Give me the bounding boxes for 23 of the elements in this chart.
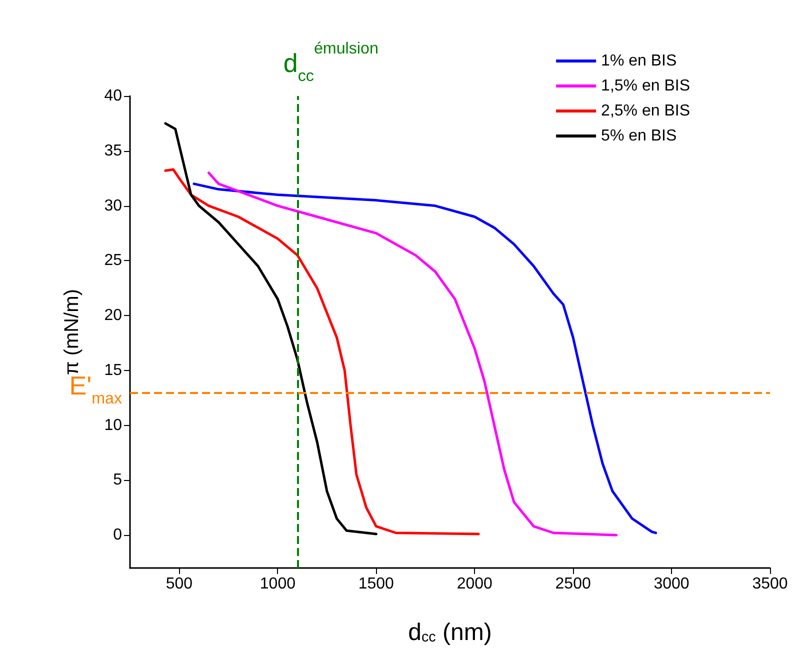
- legend-label: 5% en BIS: [601, 128, 677, 144]
- y-tick-label: 15: [104, 362, 122, 379]
- x-tick-label: 3000: [654, 576, 690, 592]
- y-tick-label: 20: [104, 307, 122, 324]
- y-tick-label: 0: [113, 526, 122, 544]
- x-tick-label: 3500: [752, 576, 788, 592]
- x-tick-label: 2000: [456, 576, 493, 592]
- legend-label: 1,5% en BIS: [601, 78, 690, 94]
- y-tick-label: 10: [104, 416, 122, 434]
- legend-label: 2,5% en BIS: [601, 102, 690, 120]
- y-tick-label: 40: [104, 88, 122, 104]
- x-tick-label: 1500: [358, 576, 394, 592]
- y-tick-label: 35: [104, 142, 122, 160]
- line-series: [164, 122, 378, 536]
- x-tick-label: 2500: [555, 576, 591, 592]
- x-tick-label: 500: [166, 576, 193, 592]
- y-tick-label: 30: [104, 197, 122, 214]
- legend-label: 1% en BIS: [601, 52, 677, 70]
- line-series: [164, 168, 480, 536]
- y-tick-label: 25: [104, 252, 122, 270]
- x-tick-label: 1000: [260, 576, 296, 592]
- y-tick-label: 5: [113, 472, 122, 489]
- x-axis-title: dcc (nm): [408, 618, 492, 646]
